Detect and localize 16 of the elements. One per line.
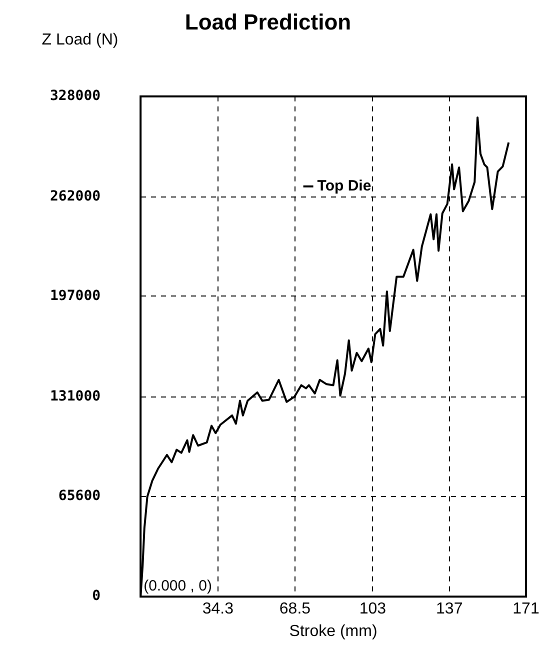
x-axis-title: Stroke (mm) [289, 622, 378, 640]
x-tick-label: 137 [436, 600, 463, 618]
legend-label: Top Die [317, 178, 372, 195]
x-tick-label: 103 [359, 600, 386, 618]
y-tick-label: 328000 [50, 88, 101, 104]
y-tick-label: 131000 [50, 388, 101, 404]
x-tick-label: 171 [512, 600, 540, 618]
y-tick-label: 197000 [50, 288, 101, 304]
x-tick-label: 34.3 [202, 600, 234, 618]
y-tick-label: 65600 [58, 488, 101, 504]
chart-title: Load Prediction [184, 9, 352, 34]
y-axis-title: Z Load (N) [42, 31, 118, 48]
y-tick-label: 0 [92, 588, 101, 604]
annotation: (0.000 , 0) [144, 578, 212, 595]
y-tick-label: 262000 [50, 188, 101, 205]
x-tick-label: 68.5 [279, 600, 311, 618]
